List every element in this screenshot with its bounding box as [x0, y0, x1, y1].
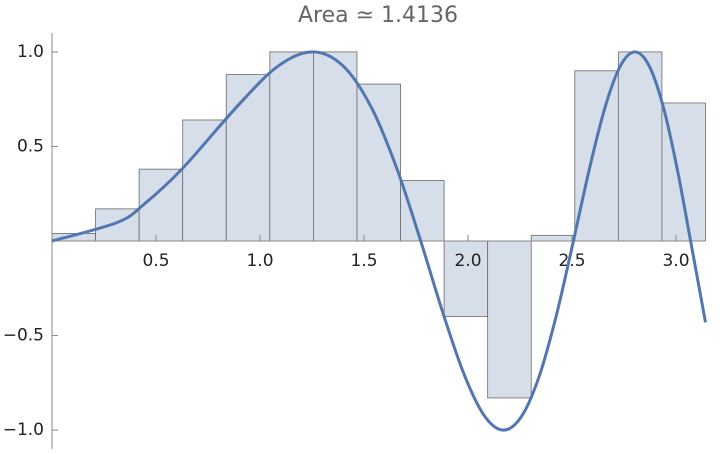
bar	[138, 168, 184, 242]
bar	[269, 51, 314, 242]
x-tick-label: 0.5	[142, 251, 169, 271]
y-tick-label: 1.0	[17, 42, 44, 62]
y-tick-label: 0.5	[17, 136, 44, 156]
bar	[312, 51, 358, 242]
x-tick-label: 1.0	[246, 251, 273, 271]
y-tick-label: −0.5	[3, 326, 44, 346]
bar	[661, 102, 706, 242]
bar	[530, 234, 576, 242]
x-tick-label: 1.5	[350, 251, 377, 271]
bar	[487, 240, 532, 399]
y-tick-label: −1.0	[3, 420, 44, 440]
bar	[225, 74, 271, 242]
chart-title: Area ≃ 1.4136	[298, 3, 458, 28]
bar	[182, 119, 227, 242]
curve	[51, 50, 707, 432]
bar	[574, 70, 619, 242]
x-tick-label: 2.5	[559, 251, 586, 271]
bar	[400, 180, 445, 242]
x-tick-label: 3.0	[663, 251, 690, 271]
x-tick-label: 2.0	[455, 251, 482, 271]
